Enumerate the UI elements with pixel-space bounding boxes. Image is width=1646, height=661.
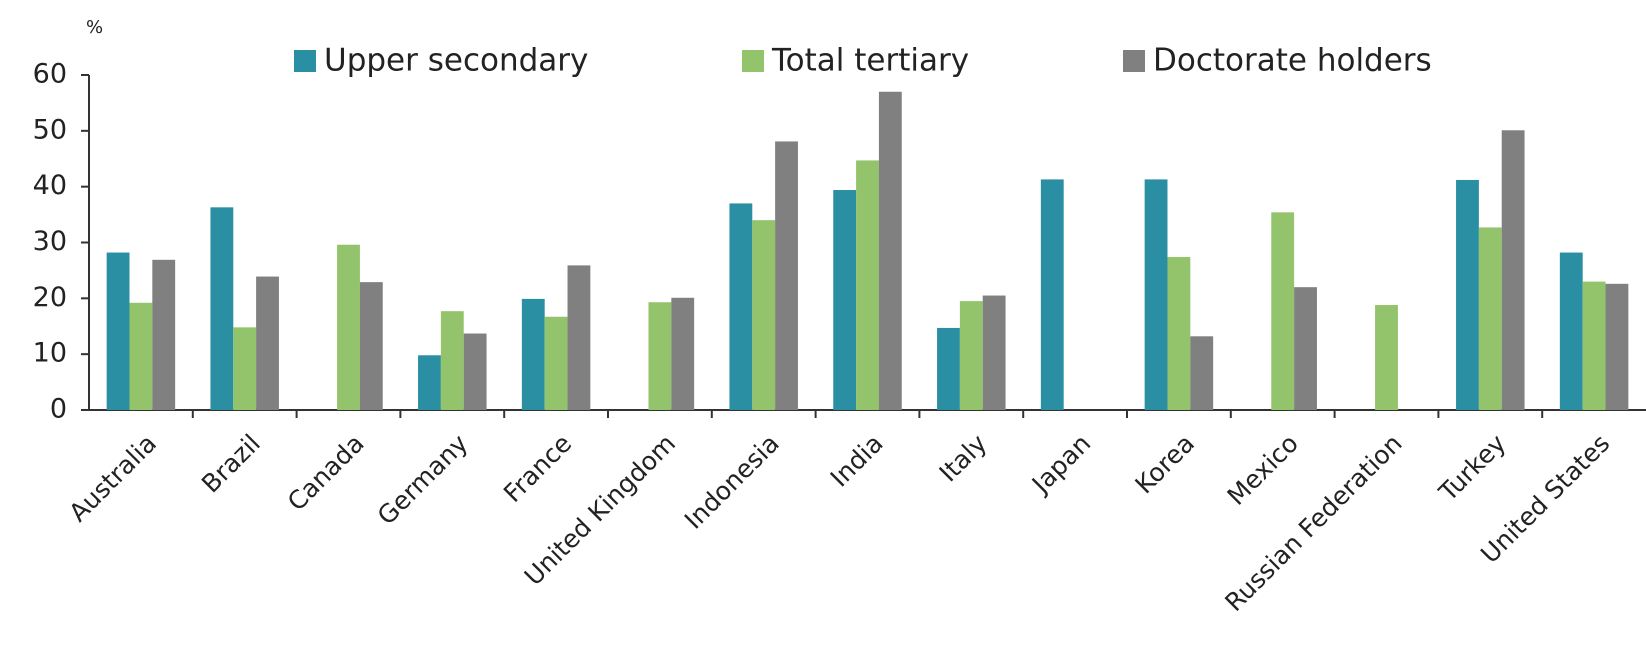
x-tick-label: India	[825, 429, 889, 493]
bar	[1271, 212, 1295, 410]
legend-swatch	[742, 50, 764, 72]
x-tick-label: France	[498, 429, 577, 508]
y-tick-label: 60	[33, 59, 67, 90]
legend-swatch	[1123, 50, 1145, 72]
x-tick-label: Mexico	[1222, 429, 1304, 511]
x-tick-label: Indonesia	[679, 429, 785, 535]
bar	[1478, 227, 1502, 410]
bar	[106, 252, 130, 410]
x-tick-label: Korea	[1129, 429, 1200, 500]
x-tick-label: Russian Federation	[1219, 429, 1407, 617]
bar	[210, 207, 234, 410]
bar	[256, 276, 279, 410]
bar	[833, 190, 857, 410]
x-tick-label: Japan	[1025, 429, 1096, 500]
bar	[440, 311, 464, 410]
x-tick-label: Australia	[63, 429, 162, 528]
bar	[878, 91, 902, 410]
x-tick-label: Italy	[934, 429, 993, 488]
bar	[856, 160, 879, 410]
bar	[1294, 287, 1317, 410]
bar	[937, 327, 960, 410]
bar	[152, 259, 176, 410]
bar	[418, 355, 441, 410]
y-tick-label: 0	[50, 394, 67, 425]
bar	[752, 220, 776, 410]
bar	[233, 327, 257, 410]
y-tick-label: 30	[33, 226, 67, 257]
legend-label: Upper secondary	[324, 43, 588, 79]
legend-label: Total tertiary	[771, 43, 969, 79]
y-tick-label: 50	[33, 114, 67, 145]
bar	[1605, 283, 1629, 410]
y-tick-label: 40	[33, 170, 67, 201]
y-tick-label: 20	[33, 282, 67, 313]
bar	[359, 282, 383, 410]
bar	[129, 302, 153, 410]
x-tick-label: Canada	[282, 429, 370, 517]
bar	[729, 203, 753, 410]
bar	[959, 301, 983, 410]
bar	[567, 265, 591, 410]
y-unit: %	[86, 17, 103, 38]
x-tick-label: Brazil	[196, 429, 266, 499]
bar	[1582, 281, 1606, 410]
bar	[1040, 179, 1064, 410]
legend-label: Doctorate holders	[1153, 43, 1432, 79]
legend-swatch	[294, 50, 316, 72]
bar	[1456, 179, 1479, 410]
bar	[775, 141, 798, 411]
bar	[1559, 252, 1583, 410]
bar	[648, 302, 672, 410]
bar	[1144, 179, 1168, 410]
bar	[337, 244, 360, 410]
x-tick-label: Turkey	[1433, 429, 1512, 508]
x-tick-label: Germany	[372, 429, 474, 531]
y-tick-label: 10	[33, 338, 67, 369]
bar	[671, 297, 695, 410]
bar	[544, 316, 568, 410]
bar	[1190, 336, 1214, 410]
bar	[463, 333, 487, 410]
bar	[521, 298, 545, 410]
bar	[1375, 305, 1398, 410]
bar	[1167, 257, 1191, 410]
bar	[1501, 130, 1525, 410]
bar	[982, 295, 1006, 410]
